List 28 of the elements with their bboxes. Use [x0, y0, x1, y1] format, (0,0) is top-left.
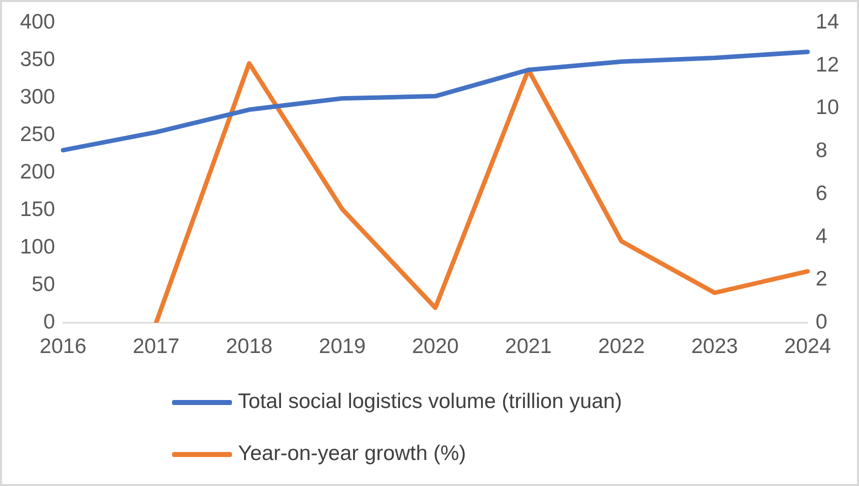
- y-tick-label: 400: [20, 10, 56, 34]
- y-tick-label: 100: [20, 236, 56, 259]
- x-tick-label: 2021: [505, 335, 552, 358]
- legend-label: Year-on-year growth (%): [238, 442, 466, 466]
- x-tick-label: 2022: [598, 335, 645, 358]
- x-tick-label: 2019: [318, 335, 366, 358]
- y2-tick-label: 14: [816, 10, 840, 34]
- y2-tick-label: 10: [816, 96, 839, 120]
- x-tick-label: 2020: [412, 335, 459, 358]
- y-tick-label: 200: [20, 160, 56, 184]
- y2-tick-label: 0: [816, 310, 828, 334]
- x-tick-label: 2016: [40, 335, 86, 358]
- y-tick-label: 350: [20, 48, 56, 71]
- legend-label: Total social logistics volume (trillion yuan): [238, 390, 622, 414]
- y-tick-label: 250: [20, 122, 56, 146]
- x-tick-label: 2023: [691, 335, 738, 358]
- y2-tick-label: 2: [816, 268, 828, 291]
- y2-tick-label: 12: [816, 53, 839, 76]
- y-tick-label: 50: [32, 273, 56, 296]
- y-tick-label: 0: [43, 310, 56, 334]
- y-tick-label: 150: [20, 198, 56, 222]
- y2-tick-label: 8: [816, 139, 828, 162]
- y2-tick-label: 6: [816, 182, 828, 205]
- x-tick-label: 2018: [226, 335, 273, 358]
- y-tick-label: 300: [20, 85, 56, 108]
- x-tick-label: 2017: [132, 335, 180, 358]
- x-tick-label: 2024: [784, 335, 832, 358]
- y2-tick-label: 4: [816, 224, 828, 248]
